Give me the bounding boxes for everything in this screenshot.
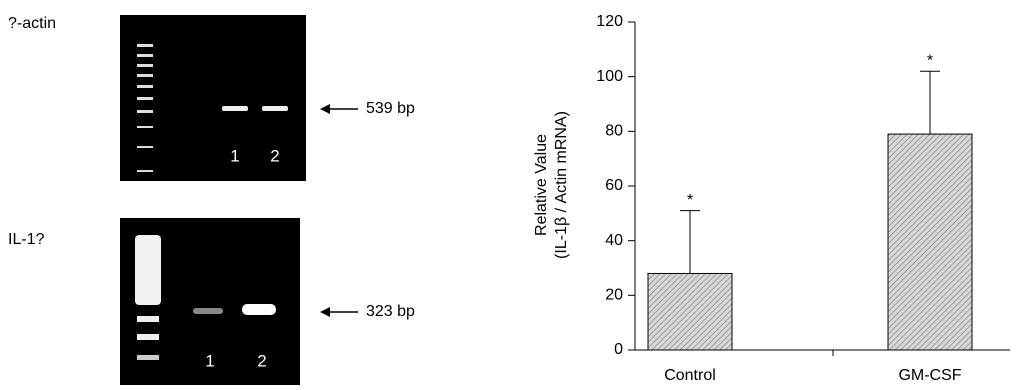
ladder bbox=[135, 235, 161, 305]
y-tick-label: 0 bbox=[614, 341, 623, 358]
x-tick-label: Control bbox=[664, 367, 716, 384]
band-size: 323 bp bbox=[366, 303, 415, 320]
y-tick-label: 40 bbox=[605, 232, 623, 249]
gel-il1: 1 2 bbox=[120, 218, 300, 385]
x-tick-label: GM-CSF bbox=[898, 367, 961, 384]
band bbox=[242, 304, 276, 315]
band bbox=[222, 106, 248, 111]
band bbox=[193, 308, 223, 314]
arrow-head bbox=[320, 104, 330, 114]
chart: Relative Value (IL-1β / Actin mRNA) 0 20 4… bbox=[533, 13, 1010, 384]
annotation: * bbox=[927, 52, 933, 69]
gel-label: ?-actin bbox=[8, 15, 56, 32]
y-tick-label: 100 bbox=[596, 68, 623, 85]
y-axis-label: Relative Value bbox=[533, 134, 550, 236]
ladder bbox=[137, 316, 159, 322]
lane-label: 2 bbox=[270, 146, 279, 165]
y-tick-label: 120 bbox=[596, 13, 623, 30]
bar bbox=[888, 134, 972, 350]
figure: 1 2 ?-actin 539 bp 1 2 IL-1? 323 bp Rela… bbox=[0, 0, 1020, 385]
y-tick-label: 20 bbox=[605, 287, 623, 304]
lane-label: 1 bbox=[230, 146, 239, 165]
annotation: * bbox=[687, 192, 693, 209]
y-tick-label: 80 bbox=[605, 123, 623, 140]
bar bbox=[648, 273, 732, 350]
gel-actin: 1 2 bbox=[120, 15, 306, 181]
lane-label: 1 bbox=[205, 351, 214, 370]
ladder bbox=[137, 355, 159, 360]
lane-label: 2 bbox=[257, 351, 266, 370]
gel-label: IL-1? bbox=[8, 231, 45, 248]
y-axis-label: (IL-1β / Actin mRNA) bbox=[553, 111, 570, 259]
ladder bbox=[137, 334, 159, 340]
band bbox=[262, 106, 288, 111]
arrow-head bbox=[320, 307, 330, 317]
y-tick-label: 60 bbox=[605, 177, 623, 194]
band-size: 539 bp bbox=[366, 100, 415, 117]
